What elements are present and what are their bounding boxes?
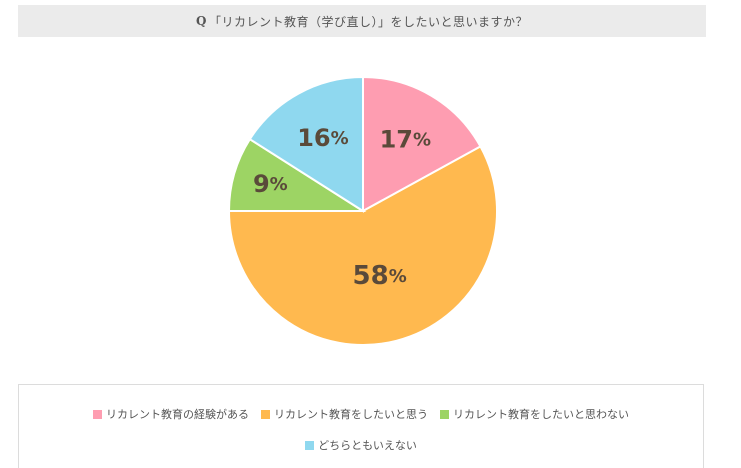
- legend-label: リカレント教育をしたいと思う: [274, 408, 428, 421]
- chart-title-bar: Q 「リカレント教育（学び直し）」をしたいと思いますか？: [18, 5, 706, 37]
- legend-row-1: リカレント教育の経験がある リカレント教育をしたいと思う リカレント教育をしたい…: [19, 406, 703, 422]
- slice-label-not-want: 9%: [253, 170, 288, 198]
- legend-label: リカレント教育をしたいと思わない: [453, 408, 629, 421]
- pie-slice-want: [227, 145, 498, 346]
- legend-row-2: どちらともいえない: [19, 437, 703, 453]
- legend-swatch: [261, 409, 270, 419]
- slice-label-experience: 17%: [380, 125, 431, 153]
- pie-slice-neither: [248, 75, 364, 213]
- pie-slice-experience: [362, 75, 482, 213]
- legend-item-not-want: リカレント教育をしたいと思わない: [440, 406, 629, 422]
- slice-label-want: 58%: [353, 261, 407, 291]
- legend-item-want: リカレント教育をしたいと思う: [261, 406, 428, 422]
- pie-chart: 17% 58% 9% 16%: [227, 75, 498, 346]
- legend-swatch: [93, 409, 102, 419]
- legend: リカレント教育の経験がある リカレント教育をしたいと思う リカレント教育をしたい…: [18, 384, 704, 468]
- legend-label: リカレント教育の経験がある: [106, 408, 249, 421]
- legend-item-experience: リカレント教育の経験がある: [93, 406, 249, 422]
- legend-swatch: [305, 440, 315, 450]
- question-mark-label: Q: [196, 14, 207, 28]
- chart-title: 「リカレント教育（学び直し）」をしたいと思いますか？: [208, 14, 528, 29]
- legend-item-neither: どちらともいえない: [305, 437, 417, 453]
- slice-label-neither: 16%: [297, 124, 348, 152]
- legend-label: どちらともいえない: [318, 439, 417, 452]
- legend-swatch: [440, 409, 449, 419]
